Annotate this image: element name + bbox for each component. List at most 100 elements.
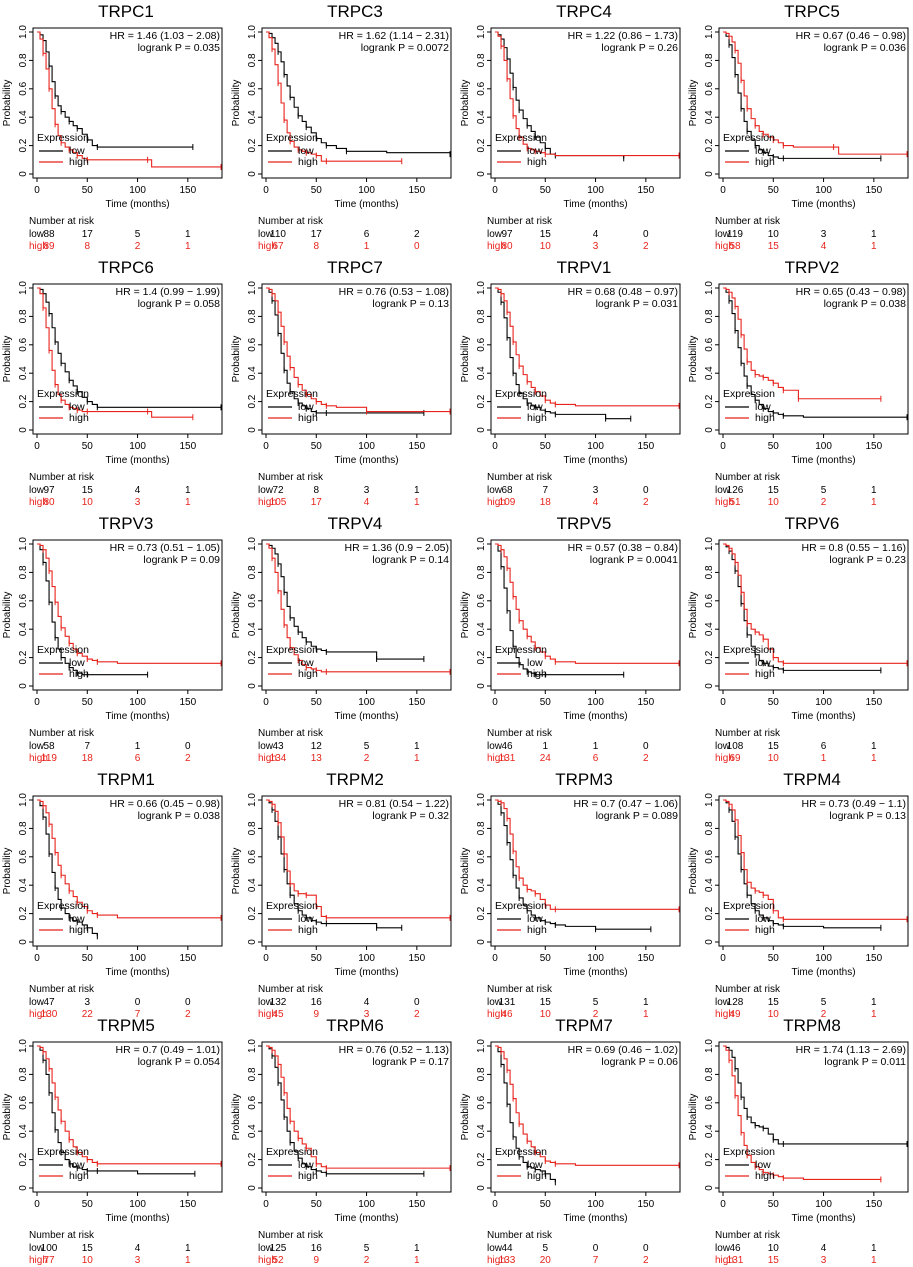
x-axis-label: Time (months) — [563, 455, 627, 466]
chart-title: TRPC7 — [327, 258, 383, 277]
risk-row-label-high: high — [487, 241, 506, 252]
risk-row-label-high: high — [487, 1009, 506, 1020]
risk-value-low: 2 — [414, 229, 420, 240]
x-tick-label: 100 — [129, 441, 146, 452]
risk-row-label-low: low — [487, 997, 503, 1008]
logrank-p: logrank P = 0.13 — [829, 810, 906, 822]
x-tick-label: 0 — [34, 953, 40, 964]
x-tick-label: 50 — [540, 953, 552, 964]
risk-value-low: 17 — [82, 229, 94, 240]
logrank-p: logrank P = 0.031 — [596, 298, 679, 310]
survival-curve-high — [495, 543, 680, 664]
risk-value-low: 1 — [135, 741, 141, 752]
risk-table-title: Number at risk — [715, 984, 781, 995]
km-chart-trpc3: TRPC3 0 0.2 0.4 0.6 0.8 1.0 Probability 0 50 100 15… — [231, 2, 452, 252]
risk-value-high: 2 — [593, 1009, 599, 1020]
y-tick-label: 0.4 — [704, 110, 715, 124]
legend-title: Expression — [37, 1146, 89, 1158]
logrank-p: logrank P = 0.09 — [143, 554, 220, 566]
y-tick-label: 0.4 — [704, 622, 715, 636]
chart-title: TRPC3 — [327, 2, 383, 21]
x-tick-label: 100 — [358, 953, 375, 964]
chart-title: TRPM2 — [326, 770, 384, 789]
risk-value-high: 1 — [185, 1255, 191, 1266]
y-tick-label: 0.2 — [247, 906, 258, 920]
x-tick-label: 50 — [311, 441, 323, 452]
x-tick-label: 50 — [540, 1199, 552, 1210]
risk-value-low: 126 — [727, 485, 744, 496]
y-tick-label: 0.4 — [247, 622, 258, 636]
risk-value-low: 12 — [311, 741, 323, 752]
y-tick-label: 0 — [704, 171, 715, 177]
legend-label-low: low — [69, 145, 85, 157]
x-axis-label: Time (months) — [563, 199, 627, 210]
km-panel-trpm7: TRPM7 0 0.2 0.4 0.6 0.8 1.0 Probability 0 50 100 15… — [458, 1014, 686, 1267]
risk-table-title: Number at risk — [258, 728, 324, 739]
risk-row-label-low: low — [29, 485, 45, 496]
y-tick-label: 0.4 — [18, 366, 29, 380]
x-tick-label: 150 — [408, 185, 425, 196]
x-tick-label: 0 — [263, 697, 269, 708]
risk-value-low: 6 — [364, 229, 370, 240]
logrank-p: logrank P = 0.0072 — [361, 42, 449, 54]
x-tick-label: 50 — [768, 441, 780, 452]
km-panel-trpc5: TRPC5 0 0.2 0.4 0.6 0.8 1.0 Probability 0 50 100 15… — [686, 0, 913, 253]
y-axis-label: Probability — [231, 1094, 242, 1141]
y-tick-label: 0 — [247, 427, 258, 433]
risk-value-low: 1 — [871, 1243, 877, 1254]
km-panel-trpc1: TRPC1 0 0.2 0.4 0.6 0.8 1.0 Probability 0 50 100 15… — [0, 0, 228, 253]
risk-value-high: 3 — [821, 1255, 827, 1266]
y-tick-label: 0.6 — [18, 849, 29, 863]
risk-value-low: 68 — [501, 485, 513, 496]
plot-frame — [261, 539, 452, 691]
x-tick-label: 50 — [540, 697, 552, 708]
x-tick-label: 100 — [358, 185, 375, 196]
risk-value-high: 1 — [414, 497, 420, 508]
risk-value-high: 133 — [499, 1255, 516, 1266]
survival-curve-high — [37, 1045, 222, 1165]
hazard-ratio: HR = 0.73 (0.51 − 1.05) — [110, 542, 220, 554]
x-tick-label: 150 — [179, 1199, 196, 1210]
risk-value-high: 4 — [821, 241, 827, 252]
risk-value-low: 1 — [871, 229, 877, 240]
risk-value-low: 17 — [311, 229, 323, 240]
hazard-ratio: HR = 0.57 (0.38 − 0.84) — [568, 542, 678, 554]
risk-value-low: 4 — [593, 229, 599, 240]
risk-row-label-high: high — [258, 497, 277, 508]
plot-frame — [261, 283, 452, 435]
x-tick-label: 100 — [129, 1199, 146, 1210]
survival-curve-high — [723, 799, 908, 920]
y-tick-label: 0 — [476, 1185, 487, 1191]
y-tick-label: 1.0 — [18, 281, 29, 295]
risk-table-title: Number at risk — [29, 984, 95, 995]
y-tick-label: 0.6 — [247, 1095, 258, 1109]
y-tick-label: 0.6 — [476, 337, 487, 351]
km-panel-trpv3: TRPV3 0 0.2 0.4 0.6 0.8 1.0 Probability 0 50 100 15… — [0, 512, 228, 765]
risk-value-low: 15 — [768, 997, 780, 1008]
y-tick-label: 0.8 — [247, 821, 258, 835]
x-axis-label: Time (months) — [791, 711, 855, 722]
y-tick-label: 0 — [18, 939, 29, 945]
risk-value-high: 2 — [364, 753, 370, 764]
y-tick-label: 0.2 — [18, 394, 29, 408]
y-tick-label: 1.0 — [704, 1039, 715, 1053]
risk-value-high: 105 — [270, 497, 287, 508]
risk-table-title: Number at risk — [715, 1230, 781, 1241]
risk-value-high: 2 — [643, 753, 649, 764]
y-tick-label: 0.6 — [247, 337, 258, 351]
risk-value-high: 13 — [311, 753, 323, 764]
y-tick-label: 0.6 — [704, 1095, 715, 1109]
risk-row-label-high: high — [715, 1009, 734, 1020]
x-tick-label: 150 — [637, 441, 654, 452]
survival-curve-low — [37, 799, 98, 937]
logrank-p: logrank P = 0.14 — [372, 554, 449, 566]
y-axis-label: Probability — [2, 336, 13, 383]
risk-row-label-high: high — [29, 241, 48, 252]
legend-label-low: low — [527, 657, 543, 669]
risk-value-low: 0 — [414, 997, 420, 1008]
x-axis-label: Time (months) — [791, 455, 855, 466]
km-chart-trpm5: TRPM5 0 0.2 0.4 0.6 0.8 1.0 Probability 0 50 100 15… — [2, 1016, 223, 1266]
